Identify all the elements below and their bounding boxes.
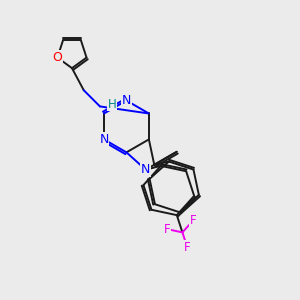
Text: F: F (190, 214, 196, 227)
Text: N: N (141, 163, 150, 176)
Text: N: N (99, 133, 109, 146)
Text: H: H (108, 98, 117, 111)
Text: F: F (184, 241, 190, 254)
Text: O: O (52, 51, 62, 64)
Text: N: N (122, 94, 131, 107)
Text: F: F (164, 223, 170, 236)
